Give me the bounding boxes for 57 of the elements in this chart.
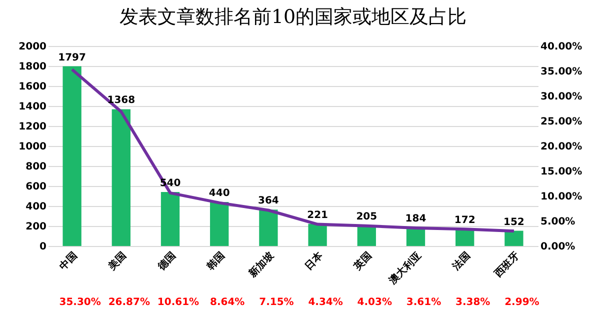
data-label: 364 — [258, 196, 279, 207]
x-tick-label: 德国 — [154, 250, 178, 274]
data-label: 4.34% — [308, 297, 343, 308]
data-label: 2.99% — [504, 297, 540, 308]
data-label: 10.61% — [157, 297, 200, 308]
x-tick-label: 新加坡 — [246, 249, 277, 280]
y2-tick-label: 25.00% — [540, 116, 582, 128]
x-tick-label: 英国 — [351, 250, 374, 274]
data-label: 1797 — [58, 52, 86, 64]
data-label: 4.03% — [357, 297, 392, 308]
x-tick-label: 韩国 — [204, 250, 228, 274]
y-tick-label: 200 — [26, 222, 47, 232]
data-label: 221 — [307, 210, 328, 221]
y-tick-label: 600 — [26, 182, 47, 192]
data-label: 7.15% — [259, 297, 294, 308]
y2-tick-label: 35.00% — [540, 66, 582, 78]
bar — [62, 66, 82, 246]
data-label: 8.64% — [210, 297, 245, 308]
bar — [259, 210, 278, 246]
x-tick-label: 法国 — [449, 250, 473, 274]
data-label: 184 — [405, 214, 426, 225]
x-tick-label: 澳大利亚 — [386, 250, 424, 288]
y-tick-label: 2000 — [18, 42, 47, 52]
y-tick-label: 800 — [26, 162, 47, 172]
x-tick-label: 中国 — [57, 250, 80, 272]
data-label: 26.87% — [108, 297, 150, 308]
y2-tick-label: 15.00% — [540, 166, 582, 178]
x-tick-label: 日本 — [302, 249, 326, 272]
y-tick-label: 1600 — [18, 82, 47, 92]
y2-tick-label: 20.00% — [540, 142, 582, 152]
data-label: 440 — [208, 188, 230, 199]
data-label: 3.38% — [455, 297, 490, 308]
bar — [504, 230, 524, 246]
y2-tick-label: 10.00% — [540, 192, 582, 202]
data-label: 152 — [504, 216, 524, 228]
data-label: 35.30% — [59, 297, 101, 308]
y-tick-label: 1800 — [18, 62, 47, 72]
data-label: 172 — [454, 214, 476, 226]
bar — [112, 109, 130, 246]
chart-title: 发表文章数排名前10的国家或地区及占比 — [119, 6, 467, 28]
y-tick-label: 0 — [40, 242, 47, 252]
bar — [210, 202, 229, 246]
x-tick-label: 西班牙 — [491, 250, 522, 280]
bar — [160, 192, 180, 246]
bar — [308, 224, 327, 246]
data-label: 205 — [356, 212, 378, 222]
y-tick-label: 1200 — [18, 122, 47, 132]
y2-tick-label: 40.00% — [540, 42, 582, 52]
y-tick-label: 400 — [26, 202, 47, 212]
y-tick-label: 1000 — [18, 142, 47, 152]
data-label: 3.61% — [406, 297, 442, 308]
y2-tick-label: 30.00% — [540, 92, 582, 102]
y2-tick-label: 0.00% — [540, 242, 576, 252]
y-tick-label: 1400 — [18, 102, 47, 112]
x-tick-label: 美国 — [106, 250, 129, 274]
bar — [357, 226, 376, 246]
y2-tick-label: 5.00% — [540, 216, 576, 228]
